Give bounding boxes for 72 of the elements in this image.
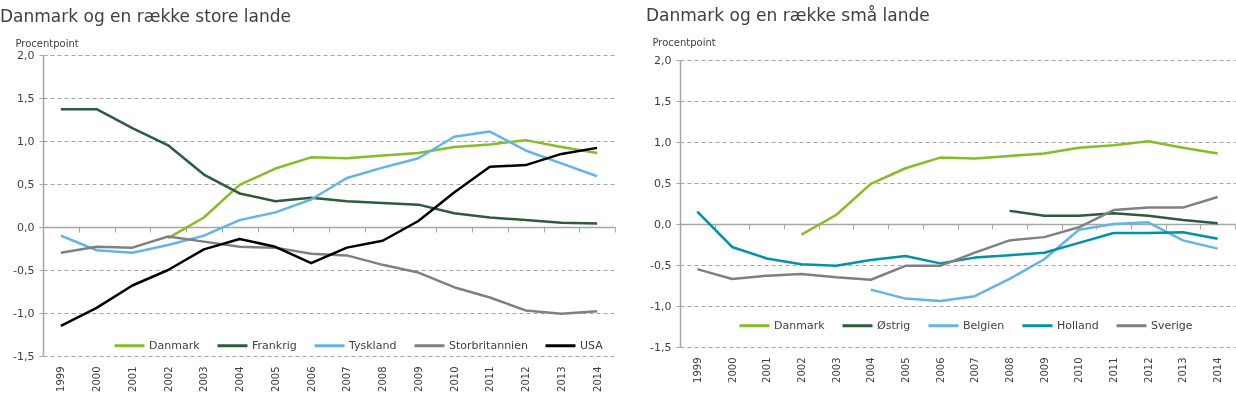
y-tick-label: 2,0 bbox=[17, 48, 35, 62]
x-tick-label: 2007 bbox=[969, 357, 981, 383]
legend-label: Storbritannien bbox=[449, 338, 528, 352]
x-tick-label: 2009 bbox=[412, 366, 424, 392]
line-series bbox=[869, 221, 1219, 303]
legend-label: USA bbox=[580, 338, 604, 352]
x-tick-label: 2011 bbox=[484, 366, 496, 392]
x-tick-label: 2001 bbox=[126, 366, 138, 392]
line-series bbox=[800, 139, 1219, 236]
x-tick-label: 2006 bbox=[934, 357, 946, 383]
line-series bbox=[1008, 209, 1219, 225]
y-axis-title: Procentpoint bbox=[15, 37, 79, 49]
x-tick-label: 2003 bbox=[830, 357, 842, 383]
legend-label: Danmark bbox=[149, 338, 201, 352]
legend-label: Sverige bbox=[1151, 318, 1193, 332]
x-tick-label: 2010 bbox=[1073, 357, 1085, 383]
x-tick-label: 2004 bbox=[865, 357, 877, 383]
x-tick-label: 2005 bbox=[269, 366, 281, 392]
y-tick-label: -0,5 bbox=[650, 258, 672, 272]
x-tick-label: 2014 bbox=[591, 366, 603, 392]
x-tick-label: 2000 bbox=[726, 357, 738, 383]
x-tick-label: 2012 bbox=[1142, 357, 1154, 383]
x-tick-label: 2010 bbox=[448, 366, 460, 392]
legend-label: Belgien bbox=[963, 318, 1005, 332]
y-tick-label: 1,5 bbox=[17, 91, 35, 105]
x-tick-label: 2012 bbox=[520, 366, 532, 392]
y-tick-label: -1,5 bbox=[650, 340, 672, 354]
x-tick-label: 2013 bbox=[555, 366, 567, 392]
y-tick-label: 0,5 bbox=[17, 177, 35, 191]
y-tick-label: -1,5 bbox=[13, 349, 35, 363]
x-tick-label: 2007 bbox=[341, 366, 353, 392]
line-series bbox=[59, 130, 599, 255]
y-tick-label: -1,0 bbox=[13, 306, 35, 320]
legend-label: Østrig bbox=[877, 318, 911, 332]
y-tick-label: 1,0 bbox=[17, 134, 35, 148]
line-series bbox=[59, 235, 599, 316]
y-tick-label: -0,5 bbox=[13, 263, 35, 277]
legend-label: Frankrig bbox=[252, 338, 297, 352]
y-tick-label: -1,0 bbox=[650, 299, 672, 313]
x-tick-label: 2014 bbox=[1212, 357, 1224, 383]
x-tick-label: 2004 bbox=[234, 366, 246, 392]
y-tick-label: 1,5 bbox=[654, 94, 672, 108]
x-tick-label: 2003 bbox=[198, 366, 210, 392]
line-series bbox=[59, 146, 599, 328]
y-tick-label: 0,5 bbox=[654, 176, 672, 190]
legend-label: Tyskland bbox=[348, 338, 397, 352]
x-tick-label: 2011 bbox=[1108, 357, 1120, 383]
x-tick-label: 2002 bbox=[795, 357, 807, 383]
x-tick-label: 2000 bbox=[91, 366, 103, 392]
x-tick-label: 2006 bbox=[305, 366, 317, 392]
x-tick-label: 1999 bbox=[55, 366, 67, 392]
y-axis-title: Procentpoint bbox=[652, 36, 716, 48]
x-tick-label: 2013 bbox=[1177, 357, 1189, 383]
legend-label: Danmark bbox=[774, 318, 826, 332]
y-tick-label: 0,0 bbox=[17, 220, 35, 234]
line-series bbox=[696, 195, 1219, 282]
x-tick-label: 2001 bbox=[761, 357, 773, 383]
y-tick-label: 2,0 bbox=[654, 53, 672, 67]
y-tick-label: 1,0 bbox=[654, 135, 672, 149]
chart-title: Danmark og en række små lande bbox=[646, 5, 930, 25]
x-tick-label: 1999 bbox=[691, 357, 703, 383]
line-series bbox=[166, 138, 599, 240]
line-series bbox=[696, 210, 1219, 268]
x-tick-label: 2008 bbox=[377, 366, 389, 392]
x-tick-label: 2009 bbox=[1038, 357, 1050, 383]
x-tick-label: 2005 bbox=[899, 357, 911, 383]
legend-label: Holland bbox=[1057, 318, 1099, 332]
y-tick-label: 0,0 bbox=[654, 217, 672, 231]
x-tick-label: 2002 bbox=[162, 366, 174, 392]
x-tick-label: 2008 bbox=[1004, 357, 1016, 383]
line-series bbox=[59, 107, 599, 225]
chart-title: Danmark og en række store lande bbox=[0, 6, 291, 26]
